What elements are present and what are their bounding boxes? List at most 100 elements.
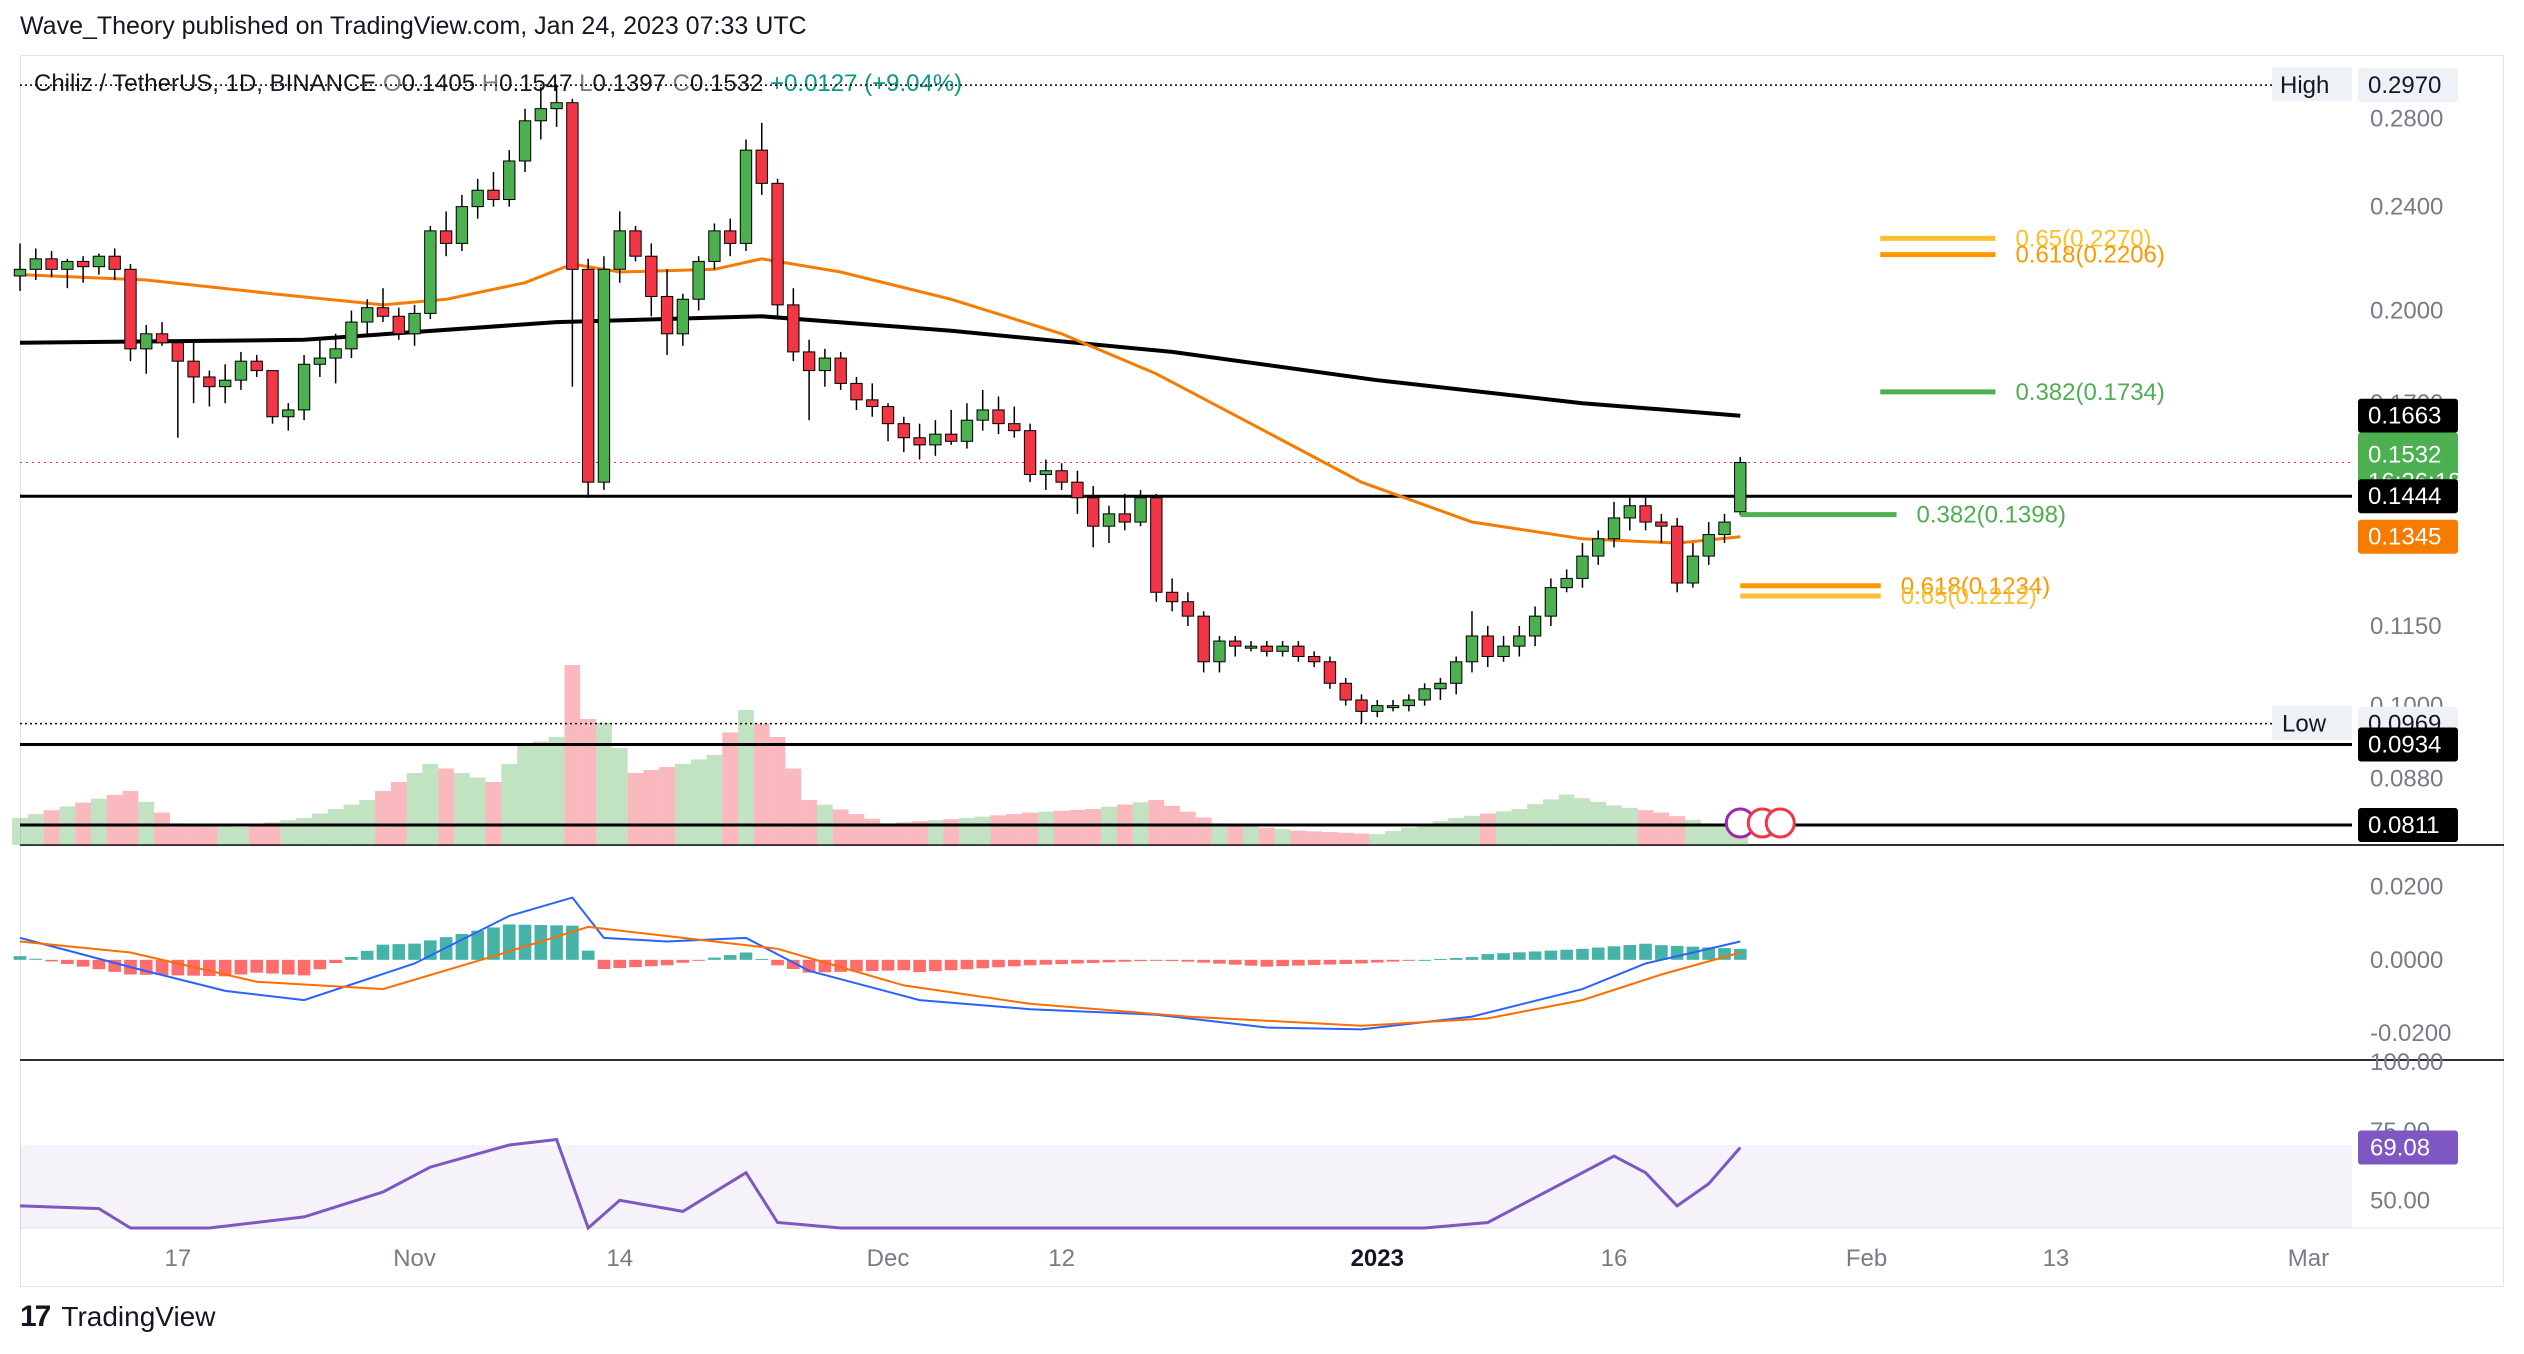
candle	[724, 218, 737, 257]
volume-bar	[1353, 833, 1370, 845]
candle	[1402, 694, 1416, 712]
macd-histogram-bar	[897, 959, 911, 971]
macd-histogram-bar	[250, 959, 264, 973]
macd-histogram-bar	[1465, 957, 1479, 960]
candle	[992, 396, 1005, 435]
volume-bar	[1400, 827, 1417, 845]
candle-body	[1260, 645, 1273, 652]
ema50-price-label: 0.1345	[2368, 524, 2441, 551]
candle-body	[1592, 538, 1605, 557]
candle-body	[629, 230, 642, 257]
high-tag-label: High	[2280, 72, 2329, 99]
candle-body	[787, 304, 800, 353]
macd-histogram-bar	[692, 959, 705, 961]
rsi-axis-tick: 50.00	[2370, 1187, 2430, 1214]
macd-histogram-bar	[1434, 958, 1447, 960]
tradingview-brand[interactable]: 17 TradingView	[20, 1300, 215, 1334]
candle-body	[1087, 497, 1100, 527]
volume-bar	[1180, 811, 1196, 845]
candle	[755, 122, 768, 195]
macd-histogram-bar	[1039, 959, 1053, 965]
candle-body	[140, 333, 153, 350]
volume-bar	[1574, 798, 1591, 845]
time-axis-tick: Dec	[867, 1245, 910, 1272]
chart-frame	[20, 55, 2504, 1287]
macd-histogram-bar	[1007, 959, 1021, 967]
candle-body	[755, 149, 768, 184]
candle-body	[76, 260, 90, 268]
macd-histogram-bar	[313, 959, 327, 970]
time-axis-tick: 16	[1601, 1245, 1628, 1272]
candle-body	[739, 149, 753, 244]
ema50-price-label-bg	[2358, 519, 2458, 554]
macd-histogram-bar	[1386, 959, 1400, 962]
macd-histogram-bar	[297, 959, 311, 976]
macd-histogram-bar	[360, 950, 374, 960]
candle-body	[1307, 656, 1321, 663]
volume-bar	[880, 823, 896, 845]
candle	[550, 85, 563, 127]
volume-bar	[1653, 812, 1670, 845]
candle	[1244, 641, 1258, 652]
candle	[1513, 625, 1526, 657]
candle-body	[1670, 525, 1684, 584]
candle-body	[1229, 640, 1242, 647]
volume-bar	[1006, 813, 1023, 845]
candle-body	[881, 406, 895, 425]
candle	[76, 256, 90, 283]
candle	[1655, 513, 1668, 544]
macd-histogram-bar	[1244, 959, 1258, 966]
candle-body	[1165, 591, 1179, 603]
candle	[203, 370, 216, 407]
macd-histogram-bar	[613, 959, 627, 969]
candle-body	[1055, 470, 1068, 483]
candle	[408, 304, 421, 346]
candle	[124, 264, 137, 362]
time-axis-tick: 17	[164, 1245, 191, 1272]
macd-histogram-bar	[1607, 946, 1621, 960]
high-price-label: 0.2970	[2368, 72, 2441, 99]
candle	[1418, 683, 1431, 706]
volume-bar	[264, 822, 281, 845]
candle-body	[597, 268, 611, 483]
time-axis-tick: 14	[606, 1245, 633, 1272]
chart-canvas[interactable]: 0.65(0.2270)0.618(0.2206) 0.382(0.1734) 0.…	[0, 0, 2524, 1290]
candle-body	[976, 409, 989, 421]
rsi-current-value: 69.08	[2370, 1135, 2430, 1162]
candle-body	[171, 342, 185, 362]
candle	[1607, 501, 1621, 548]
candle	[234, 351, 248, 390]
candle-body	[234, 360, 248, 381]
candle-body	[1544, 587, 1558, 617]
volume-bar	[138, 801, 155, 845]
macd-histogram-bar	[1086, 959, 1100, 963]
candle	[1450, 656, 1463, 695]
candle-body	[361, 307, 374, 323]
macd-histogram-bar	[723, 955, 737, 960]
candle-body	[329, 348, 342, 359]
candle-body	[92, 255, 106, 268]
candle	[471, 178, 484, 219]
candle-body	[1481, 635, 1494, 658]
candle	[1702, 522, 1715, 565]
macd-histogram-bar	[1576, 948, 1589, 960]
candle-body	[992, 409, 1005, 425]
candle	[439, 211, 453, 257]
volume-bar	[185, 824, 202, 845]
candle	[92, 253, 106, 275]
candle-body	[1655, 521, 1668, 527]
time-axis-tick: Feb	[1846, 1245, 1887, 1272]
candle-body	[1465, 635, 1479, 663]
volume-bar	[1416, 824, 1433, 845]
macd-histogram-bar	[376, 944, 390, 960]
high-value: 0.1547	[499, 70, 573, 97]
macd-histogram-bar	[1370, 959, 1384, 963]
macd-histogram-bar	[1307, 959, 1321, 966]
candle	[1623, 497, 1636, 531]
macd-line	[19, 896, 1741, 1031]
macd-histogram-bar	[61, 959, 74, 965]
symbol-name[interactable]: Chiliz / TetherUS, 1D, BINANCE	[34, 70, 377, 97]
candle-body	[203, 376, 216, 388]
macd-histogram-bar	[471, 930, 484, 960]
macd-histogram-bar	[345, 956, 358, 960]
